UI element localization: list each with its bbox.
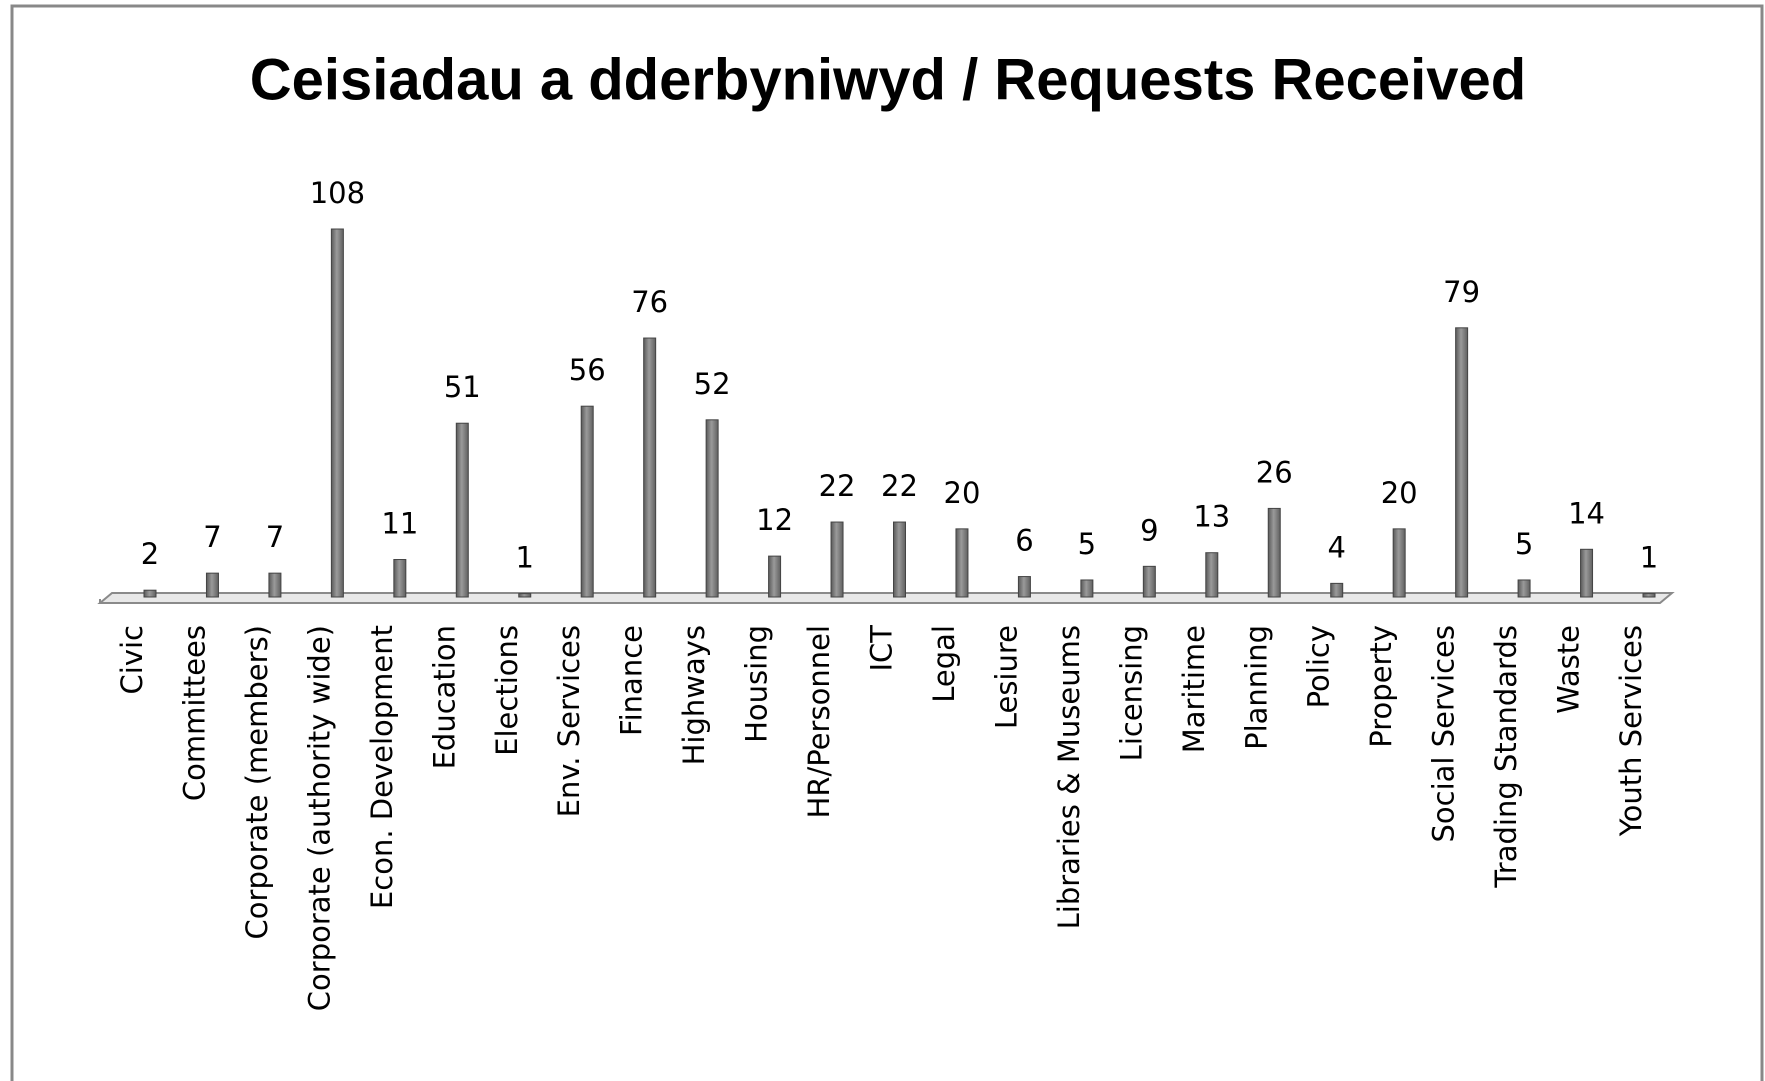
bar xyxy=(1330,582,1344,598)
bar xyxy=(955,528,969,598)
bar xyxy=(1517,579,1531,598)
data-label: 22 xyxy=(881,469,918,503)
x-tick-label: Elections xyxy=(490,625,524,756)
data-label: 12 xyxy=(756,503,793,537)
x-tick-label: Property xyxy=(1364,625,1398,748)
bar xyxy=(330,228,344,598)
x-tick-label: Committees xyxy=(177,625,211,801)
x-tick-label: Env. Services xyxy=(552,625,586,817)
x-tick-label: Trading Standards xyxy=(1489,625,1523,889)
data-label: 13 xyxy=(1193,500,1230,534)
bar xyxy=(1267,507,1281,598)
data-label: 4 xyxy=(1327,530,1345,564)
x-tick-label: Planning xyxy=(1239,625,1273,750)
x-tick-label: Corporate (authority wide) xyxy=(302,625,336,1011)
x-tick-label: Legal xyxy=(927,625,961,703)
bar xyxy=(705,419,719,598)
data-label: 9 xyxy=(1140,513,1158,547)
bar xyxy=(268,572,282,598)
data-label: 5 xyxy=(1515,527,1533,561)
x-tick-label: Lesiure xyxy=(989,625,1023,729)
data-label: 22 xyxy=(819,469,856,503)
bar xyxy=(1392,528,1406,598)
bar xyxy=(893,521,906,598)
bar xyxy=(643,337,657,598)
bar xyxy=(580,405,594,598)
bar xyxy=(455,422,469,598)
data-label: 26 xyxy=(1256,455,1293,489)
bar xyxy=(768,555,782,598)
data-label: 76 xyxy=(631,285,668,319)
data-label: 1 xyxy=(516,541,534,575)
x-tick-label: ICT xyxy=(865,625,899,672)
data-label: 6 xyxy=(1015,524,1033,558)
x-tick-label: Civic xyxy=(115,625,149,694)
x-tick-label: Waste xyxy=(1552,625,1586,714)
x-tick-label: Libraries & Museums xyxy=(1052,625,1086,929)
chart-title: Ceisiadau a dderbyniwyd / Requests Recei… xyxy=(250,47,1526,112)
x-tick-label: Education xyxy=(427,625,461,769)
data-label: 7 xyxy=(203,520,221,554)
data-label: 56 xyxy=(569,353,606,387)
x-tick-label: Econ. Development xyxy=(365,625,399,909)
bar xyxy=(143,589,157,598)
bar xyxy=(1455,327,1469,598)
x-tick-label: Highways xyxy=(677,625,711,765)
data-label: 51 xyxy=(444,370,481,404)
data-label: 108 xyxy=(310,176,365,210)
x-tick-label: Policy xyxy=(1302,625,1336,708)
chart-frame xyxy=(10,4,1764,1081)
bar xyxy=(393,559,407,598)
x-tick-label: Social Services xyxy=(1427,625,1461,843)
x-tick-label: HR/Personnel xyxy=(802,625,836,818)
data-label: 20 xyxy=(1381,476,1418,510)
data-label: 52 xyxy=(694,367,731,401)
bar xyxy=(1017,576,1031,598)
data-label: 14 xyxy=(1568,496,1605,530)
bar xyxy=(1142,565,1156,598)
x-tick-label: Corporate (members) xyxy=(240,625,274,939)
data-label: 11 xyxy=(381,507,418,541)
bar xyxy=(1642,593,1656,598)
data-label: 5 xyxy=(1078,527,1096,561)
x-tick-label: Housing xyxy=(740,625,774,743)
x-tick-label: Licensing xyxy=(1114,625,1148,761)
bar xyxy=(1580,548,1594,598)
data-label: 7 xyxy=(266,520,284,554)
data-label: 79 xyxy=(1443,275,1480,309)
data-label: 1 xyxy=(1640,541,1658,575)
data-label: 2 xyxy=(141,537,159,571)
bar xyxy=(1080,579,1094,598)
bar xyxy=(830,521,844,598)
x-tick-label: Finance xyxy=(615,625,649,736)
x-tick-label: Youth Services xyxy=(1614,625,1648,837)
x-tick-label: Maritime xyxy=(1177,625,1211,753)
bar xyxy=(518,593,532,598)
bar xyxy=(1205,552,1219,598)
data-label: 20 xyxy=(944,476,981,510)
bar xyxy=(205,572,219,598)
